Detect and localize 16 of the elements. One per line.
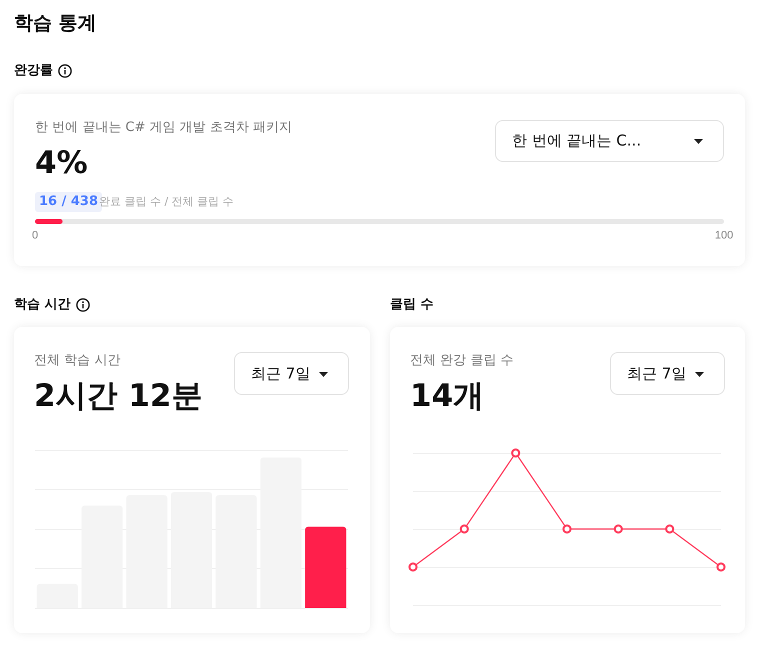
dropdown: 최근 7일 — [234, 352, 349, 395]
chart-subtitle: 완강률 — [14, 63, 53, 79]
chart-title: 학습 시간 — [14, 297, 71, 313]
x-tick-label: 0 — [32, 230, 38, 242]
text: 한 번에 끝내는 C# 게임 개발 초격차 패키지 — [35, 120, 292, 135]
bar — [305, 526, 346, 608]
dropdown: 한 번에 끝내는 C... — [495, 120, 724, 162]
dropdown: 최근 7일 — [610, 352, 725, 395]
text: 2시간 12분 — [34, 378, 203, 414]
text: 14개 — [410, 378, 484, 414]
text: 전체 학습 시간 — [34, 353, 120, 368]
x-tick-label: 100 — [714, 230, 734, 242]
chart-title: 클립 수 — [390, 297, 434, 313]
chart-title: 학습 통계 — [14, 12, 97, 34]
text: 전체 완강 클립 수 — [410, 353, 514, 368]
text: 4% — [35, 145, 88, 181]
